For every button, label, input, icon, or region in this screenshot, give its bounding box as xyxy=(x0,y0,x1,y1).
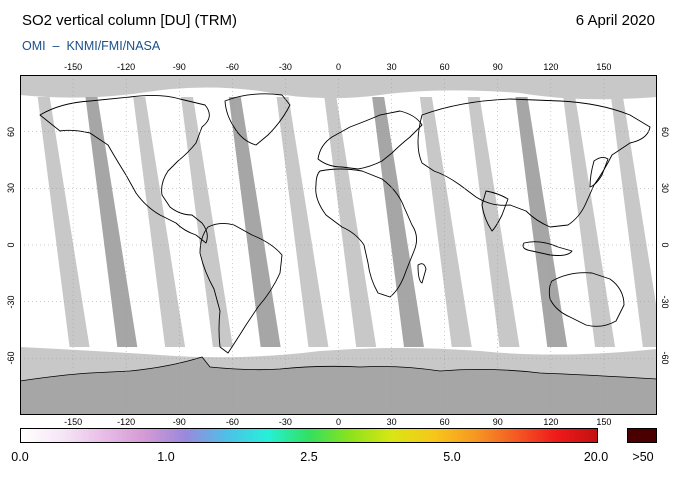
map-subtitle: OMI – KNMI/FMI/NASA xyxy=(22,39,161,53)
orbit-swath xyxy=(37,97,90,347)
lon-tick-label-bottom: 0 xyxy=(335,417,342,427)
lon-tick-label-bottom: -30 xyxy=(278,417,292,427)
coast-europe xyxy=(317,110,423,170)
map-frame xyxy=(20,75,657,415)
lon-tick-label-bottom: -120 xyxy=(117,417,136,427)
lon-tick-label-top: -60 xyxy=(225,62,239,72)
so2-map xyxy=(20,75,657,415)
lat-tick-label-left: -60 xyxy=(6,351,16,365)
colorbar-overflow-swatch xyxy=(627,428,657,443)
orbit-swath xyxy=(610,97,657,347)
lon-tick-label-top: 0 xyxy=(335,62,342,72)
coast-north-america xyxy=(39,94,210,244)
lon-tick-label-bottom: -150 xyxy=(64,417,83,427)
coastlines xyxy=(39,93,651,354)
orbit-swath xyxy=(467,97,520,347)
lon-tick-label-top: -90 xyxy=(172,62,186,72)
lat-tick-label-right: -30 xyxy=(660,295,670,309)
colorbar-label-3: 5.0 xyxy=(443,450,461,464)
orbit-swath xyxy=(515,97,568,347)
coast-greenland xyxy=(224,93,291,146)
colorbar-overflow-label: >50 xyxy=(632,450,654,464)
lon-tick-label-top: 120 xyxy=(543,62,559,72)
orbit-swaths xyxy=(37,97,657,347)
lat-tick-label-left: 60 xyxy=(6,126,16,137)
map-date: 6 April 2020 xyxy=(575,12,655,29)
lat-tick-label-left: 30 xyxy=(6,183,16,194)
lon-tick-label-top: -150 xyxy=(64,62,83,72)
lon-tick-label-top: 30 xyxy=(386,62,397,72)
lon-tick-label-bottom: -90 xyxy=(172,417,186,427)
lon-tick-label-bottom: 150 xyxy=(596,417,612,427)
lat-tick-label-right: -60 xyxy=(660,351,670,365)
lon-tick-label-bottom: 60 xyxy=(439,417,450,427)
coast-madagascar xyxy=(417,263,427,284)
orbit-swath xyxy=(372,97,424,347)
lat-tick-label-left: 0 xyxy=(6,242,16,248)
coast-japan xyxy=(589,156,609,188)
lon-tick-label-bottom: -60 xyxy=(225,417,239,427)
lon-tick-label-top: 150 xyxy=(596,62,612,72)
orbit-swath xyxy=(133,97,186,347)
lon-tick-label-top: 90 xyxy=(492,62,503,72)
colorbar-label-1: 1.0 xyxy=(157,450,175,464)
orbit-swath xyxy=(181,97,233,347)
lat-tick-label-right: 30 xyxy=(660,183,670,194)
lon-tick-label-bottom: 120 xyxy=(543,417,559,427)
graticule xyxy=(20,75,657,415)
orbit-swath xyxy=(276,97,329,347)
map-title: SO2 vertical column [DU] (TRM) xyxy=(22,12,238,29)
colorbar-gradient xyxy=(21,429,597,442)
lon-tick-label-top: 60 xyxy=(439,62,450,72)
orbit-swath xyxy=(324,97,377,347)
orbit-swath xyxy=(419,97,472,347)
orbit-swath xyxy=(563,97,616,347)
coast-australia xyxy=(548,272,625,327)
lon-tick-label-bottom: 90 xyxy=(492,417,503,427)
coast-asia xyxy=(417,98,651,228)
coast-indonesia xyxy=(522,241,573,256)
lon-tick-label-top: -30 xyxy=(278,62,292,72)
colorbar-label-0: 0.0 xyxy=(11,450,29,464)
orbit-swath xyxy=(85,97,138,347)
lat-tick-label-right: 0 xyxy=(660,242,670,248)
lon-tick-label-top: -120 xyxy=(117,62,136,72)
coast-india xyxy=(481,190,509,232)
coast-south-america xyxy=(199,222,283,354)
colorbar-label-2: 2.5 xyxy=(300,450,318,464)
lon-tick-label-bottom: 30 xyxy=(386,417,397,427)
lat-tick-label-left: -30 xyxy=(6,295,16,309)
colorbar xyxy=(20,428,598,443)
colorbar-label-4: 20.0 xyxy=(583,450,609,464)
coast-africa xyxy=(315,168,417,298)
orbit-swath xyxy=(228,97,281,347)
lat-tick-label-right: 60 xyxy=(660,126,670,137)
